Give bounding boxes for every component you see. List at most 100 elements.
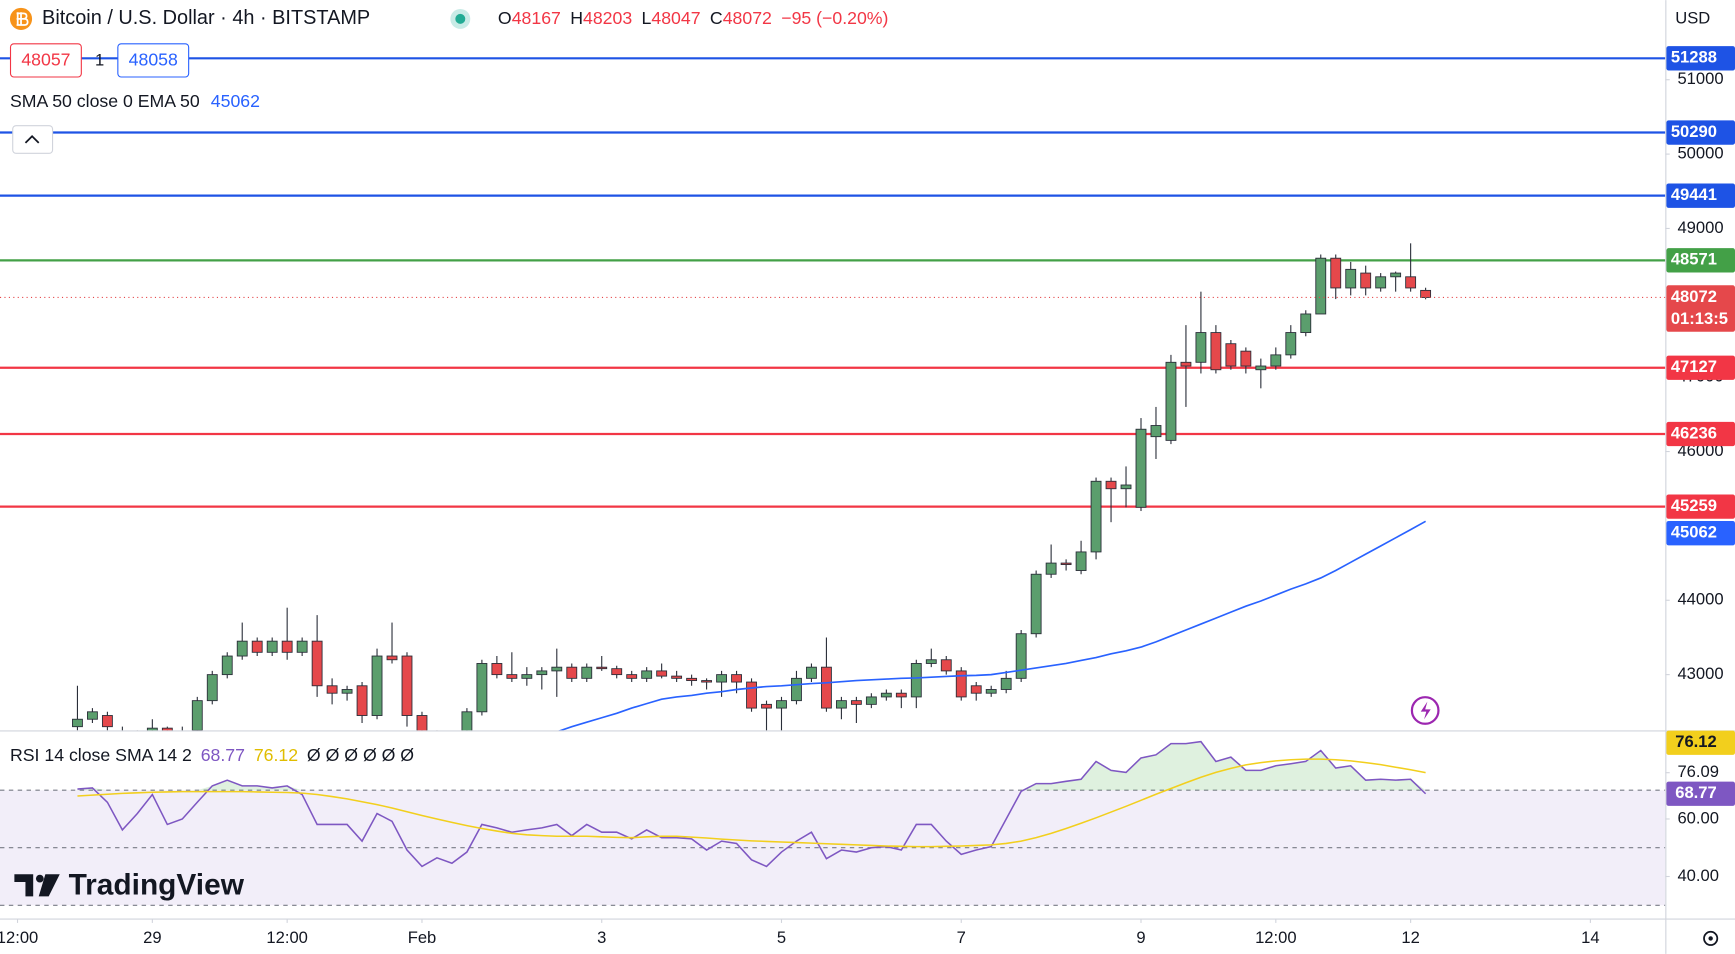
x-tick-label: 12 (1401, 928, 1419, 947)
candle-body (1135, 428, 1147, 508)
ema-badge (1666, 521, 1735, 546)
last-price-badge-text: 01:13:5 (1671, 309, 1728, 328)
level-badge (1666, 494, 1735, 519)
ema-badge-text: 45062 (1671, 523, 1717, 542)
candle-body (1255, 365, 1267, 371)
symbol-title: Bitcoin / U.S. Dollar · 4h · BITSTAMP (42, 7, 370, 29)
candle-body (506, 674, 518, 679)
candle-body (416, 715, 428, 731)
candle-body (371, 655, 383, 716)
x-tick-label: 14 (1581, 928, 1599, 947)
candle-body (611, 668, 623, 676)
rsi-legend-value: 68.77 (201, 745, 245, 765)
bid-price[interactable]: 48057 (21, 50, 70, 70)
level-badge (1666, 120, 1735, 145)
candle-body (146, 727, 158, 731)
candle-body (656, 670, 668, 677)
candle-body (461, 711, 473, 731)
x-tick-label: 12:00 (266, 928, 308, 947)
rsi-pane (0, 741, 1666, 906)
level-badge (1666, 46, 1735, 71)
logo-mark-dot (35, 874, 44, 883)
ema-legend-value: 45062 (211, 91, 260, 111)
level-badge (1666, 355, 1735, 380)
settings-icon[interactable] (1703, 930, 1719, 946)
candle-body (521, 674, 533, 679)
candle-body (776, 700, 787, 709)
rsi-sma-badge (1666, 730, 1735, 755)
candle-body (1165, 361, 1177, 441)
candle-body (536, 670, 548, 676)
candle-body (476, 663, 488, 713)
candle-body (1225, 343, 1237, 367)
collapse-legend-button[interactable] (12, 125, 54, 154)
candle-body (191, 700, 203, 731)
candle-body (1405, 276, 1417, 289)
candle-body (746, 681, 757, 709)
candle-body (1030, 573, 1042, 635)
x-tick-label: 5 (777, 928, 786, 947)
y-tick-label: 50000 (1677, 143, 1723, 162)
price-change: −95 (−0.20%) (781, 8, 888, 28)
rsi-badge-text: 68.77 (1675, 783, 1717, 802)
candle-body (1150, 425, 1162, 438)
rsi-y-tick-label: 60.00 (1677, 808, 1719, 827)
level-badge-text: 47127 (1671, 357, 1717, 376)
candle-body (161, 727, 173, 731)
x-tick-label: 12:00 (0, 928, 38, 947)
buy-button[interactable] (117, 43, 190, 78)
candle-body (1195, 332, 1207, 363)
level-badge (1666, 421, 1735, 447)
candle-body (566, 666, 578, 679)
candle-body (581, 666, 593, 679)
candle-body (1000, 677, 1012, 690)
last-price-badge-text: 48072 (1671, 287, 1717, 306)
candle-body (311, 640, 323, 687)
currency-label[interactable]: USD (1675, 8, 1710, 27)
ohlc-legend: O48167 H48203 L48047 C48072 −95 (−0.20%) (498, 8, 889, 28)
rsi-sma-badge-text: 76.12 (1675, 732, 1717, 751)
candle-body (596, 666, 608, 670)
candle-body (806, 666, 817, 679)
rsi-sma-line (77, 758, 1426, 848)
level-badge-text: 49441 (1671, 185, 1717, 204)
candle-body (87, 711, 98, 720)
level-badge (1666, 183, 1735, 208)
candle-body (1315, 257, 1327, 315)
ema-legend: SMA 50 close 0 EMA 50 45062 (10, 91, 260, 111)
logo: TradingView (14, 868, 245, 901)
candle-body (1345, 268, 1357, 289)
candle-body (326, 685, 338, 694)
candle-body (1240, 350, 1252, 367)
x-tick-label: 12:00 (1255, 928, 1297, 947)
candle-body (1270, 354, 1282, 367)
sell-button[interactable] (9, 43, 82, 78)
candle-body (1285, 332, 1297, 356)
logo-mark (14, 874, 34, 897)
rsi-legend: RSI 14 close SMA 14 2 68.77 76.12 Ø Ø Ø Ø Ø… (10, 745, 414, 765)
y-tick-label: 51000 (1677, 69, 1723, 88)
candle-body (1420, 289, 1432, 298)
y-tick-label: 43000 (1677, 664, 1723, 683)
candle-body (821, 666, 832, 709)
level-badge-text: 50290 (1671, 122, 1717, 141)
rsi-plot (77, 740, 1427, 868)
ohlc-value: 48072 (723, 8, 772, 28)
candle-body (1120, 484, 1132, 490)
level-badge-text: 51288 (1671, 48, 1717, 67)
ask-price[interactable]: 48058 (129, 50, 178, 70)
candle-body (955, 670, 967, 698)
candle-body (865, 696, 877, 705)
logo-mark-slant (38, 874, 60, 897)
candle-body (925, 659, 937, 664)
settings-icon-center (1708, 936, 1713, 941)
candle-body (1015, 633, 1027, 679)
ohlc-label: H (570, 8, 583, 28)
overbought-fill (77, 741, 1426, 791)
level-badge (1666, 248, 1735, 273)
candle-body (791, 677, 802, 702)
candle-body (1090, 480, 1102, 553)
candle-body (1045, 562, 1057, 575)
